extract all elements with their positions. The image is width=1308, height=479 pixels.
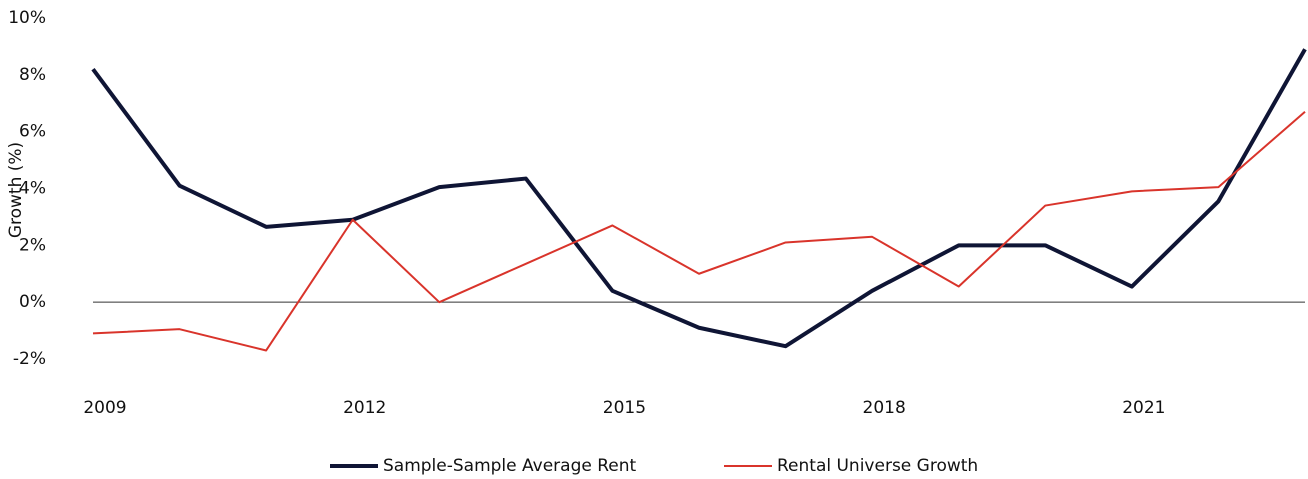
legend-label: Rental Universe Growth [777, 456, 978, 476]
y-axis-label: Growth (%) [6, 142, 26, 238]
series-line [91, 48, 1307, 349]
y-tick-label: 6% [19, 122, 46, 142]
x-tick-label: 2012 [343, 398, 386, 418]
series-line [92, 111, 1306, 352]
y-tick-label: 10% [8, 8, 46, 28]
y-tick-label: 2% [19, 235, 46, 255]
y-tick-label: 8% [19, 65, 46, 85]
x-tick-label: 2009 [83, 398, 126, 418]
x-tick-label: 2015 [603, 398, 646, 418]
x-tick-label: 2021 [1122, 398, 1165, 418]
x-tick-label: 2018 [863, 398, 906, 418]
y-tick-label: 0% [19, 292, 46, 312]
y-tick-label: -2% [13, 349, 46, 369]
legend-label: Sample-Sample Average Rent [383, 456, 637, 476]
y-tick-label: 4% [19, 179, 46, 199]
